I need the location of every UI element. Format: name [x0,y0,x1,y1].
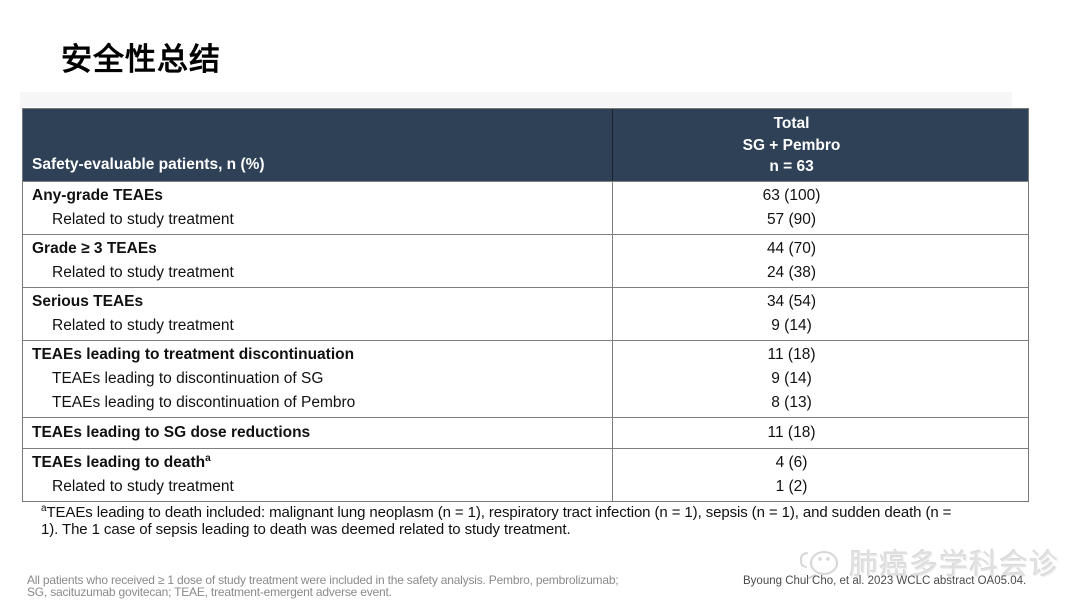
row-value: 44 (70) [766,240,817,257]
table-header-row: Safety-evaluable patients, n (%) Total S… [23,109,1028,181]
header-line-regimen: SG + Pembro [742,136,841,154]
table-header-left: Safety-evaluable patients, n (%) [32,156,265,173]
row-sublabel: TEAEs leading to discontinuation of Pemb… [52,394,356,411]
row-values: 11 (18) 9 (14) 8 (13) [612,341,1028,417]
citation: Byoung Chul Cho, et al. 2023 WCLC abstra… [743,575,1027,587]
page-title: 安全性总结 [61,42,221,77]
table-header-right: Total SG + Pembro n = 63 [612,109,1028,181]
table-row: TEAEs leading to SG dose reductions 11 (… [23,417,1028,448]
footer-note-line1: All patients who received ≥ 1 dose of st… [27,573,619,587]
row-value: 63 (100) [762,187,821,204]
row-label-text: TEAEs leading to death [32,454,206,471]
row-value: 4 (6) [775,454,808,471]
row-value: 24 (38) [766,264,817,281]
row-sublabel: TEAEs leading to discontinuation of SG [52,370,324,387]
background-band [20,92,1012,107]
row-sublabel: Related to study treatment [52,264,234,281]
row-label: TEAEs leading to deatha [32,451,612,475]
row-value: 34 (54) [766,293,817,310]
row-sublabel: Related to study treatment [52,211,234,228]
row-value: 9 (14) [771,317,812,334]
row-sublabel: Related to study treatment [52,317,234,334]
header-line-n: n = 63 [769,158,814,175]
footnote-line1: aTEAEs leading to death included: malign… [41,501,951,522]
table-row: TEAEs leading to deatha Related to study… [23,448,1028,501]
safety-summary-table: Safety-evaluable patients, n (%) Total S… [22,108,1029,502]
row-label: TEAEs leading to SG dose reductions [32,424,311,441]
row-labels: TEAEs leading to deatha Related to study… [23,449,612,501]
footnote-line2: 1). The 1 case of sepsis leading to deat… [41,520,571,538]
row-value: 8 (13) [771,394,812,411]
row-label: Grade ≥ 3 TEAEs [32,240,157,257]
header-line-total: Total [773,115,810,132]
row-value: 57 (90) [766,211,817,228]
row-label: Serious TEAEs [32,293,144,310]
row-labels: Grade ≥ 3 TEAEs Related to study treatme… [23,235,612,287]
row-values: 11 (18) [612,418,1028,448]
footnote-marker: a [41,503,47,514]
row-value: 11 (18) [767,424,816,441]
table-row: Grade ≥ 3 TEAEs Related to study treatme… [23,234,1028,287]
footer-note-line2: SG, sacituzumab govitecan; TEAE, treatme… [27,585,392,599]
row-values: 44 (70) 24 (38) [612,235,1028,287]
row-value: 9 (14) [771,370,812,387]
watermark-doodle-icon [799,551,838,579]
row-value: 11 (18) [767,346,816,363]
watermark: 肺癌多学科会诊 [793,541,1059,583]
row-label: TEAEs leading to treatment discontinuati… [32,346,355,363]
row-values: 34 (54) 9 (14) [612,288,1028,340]
footer-note: All patients who received ≥ 1 dose of st… [27,573,619,599]
row-sublabel: Related to study treatment [52,478,234,495]
watermark-text: 肺癌多学科会诊 [849,549,1060,581]
row-labels: TEAEs leading to treatment discontinuati… [23,341,612,417]
table-row: TEAEs leading to treatment discontinuati… [23,340,1028,417]
row-values: 4 (6) 1 (2) [612,449,1028,501]
footnote-marker: a [205,452,211,464]
footnote-text: TEAEs leading to death included: maligna… [46,504,952,521]
row-labels: Serious TEAEs Related to study treatment [23,288,612,340]
row-value: 1 (2) [775,478,808,495]
row-label: Any-grade TEAEs [32,187,163,204]
row-labels: TEAEs leading to SG dose reductions [23,418,612,448]
row-values: 63 (100) 57 (90) [612,182,1028,234]
table-footnote: aTEAEs leading to death included: malign… [41,501,951,538]
row-labels: Any-grade TEAEs Related to study treatme… [23,182,612,234]
table-row: Any-grade TEAEs Related to study treatme… [23,181,1028,234]
table-row: Serious TEAEs Related to study treatment… [23,287,1028,340]
